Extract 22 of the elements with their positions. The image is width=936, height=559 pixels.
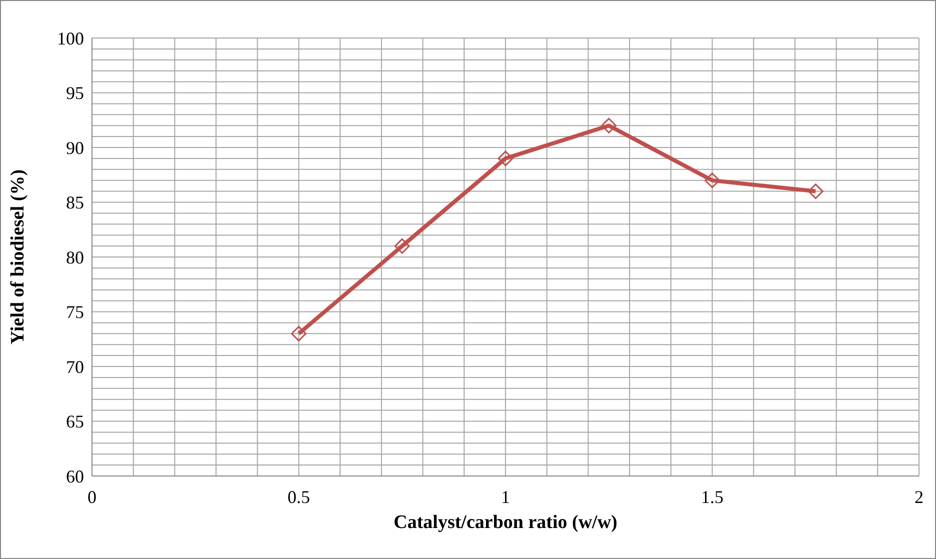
x-axis-title: Catalyst/carbon ratio (w/w)	[394, 512, 618, 533]
y-tick-label: 80	[66, 247, 84, 268]
point	[498, 150, 514, 166]
point	[394, 238, 410, 254]
point	[808, 184, 824, 200]
x-tick-label: 2	[914, 486, 924, 507]
y-tick-label: 70	[66, 356, 84, 377]
x-tick-label: 0.5	[288, 486, 310, 507]
point	[601, 118, 617, 134]
point	[291, 326, 306, 342]
y-tick-label: 85	[66, 192, 84, 213]
x-tick-label: 1	[501, 486, 510, 507]
y-tick-label: 60	[66, 466, 84, 486]
y-tick-label: 65	[66, 412, 84, 432]
y-tick-label: 95	[66, 83, 84, 104]
x-tick-label: 1.5	[701, 486, 724, 507]
x-tick-label: 0	[88, 486, 96, 507]
y-tick-label: 75	[66, 302, 84, 322]
y-tick-label: 100	[57, 28, 84, 48]
y-axis-title: Yield of biodiesel (%)	[8, 169, 29, 345]
y-tick-label: 90	[66, 138, 84, 158]
point	[704, 172, 720, 188]
